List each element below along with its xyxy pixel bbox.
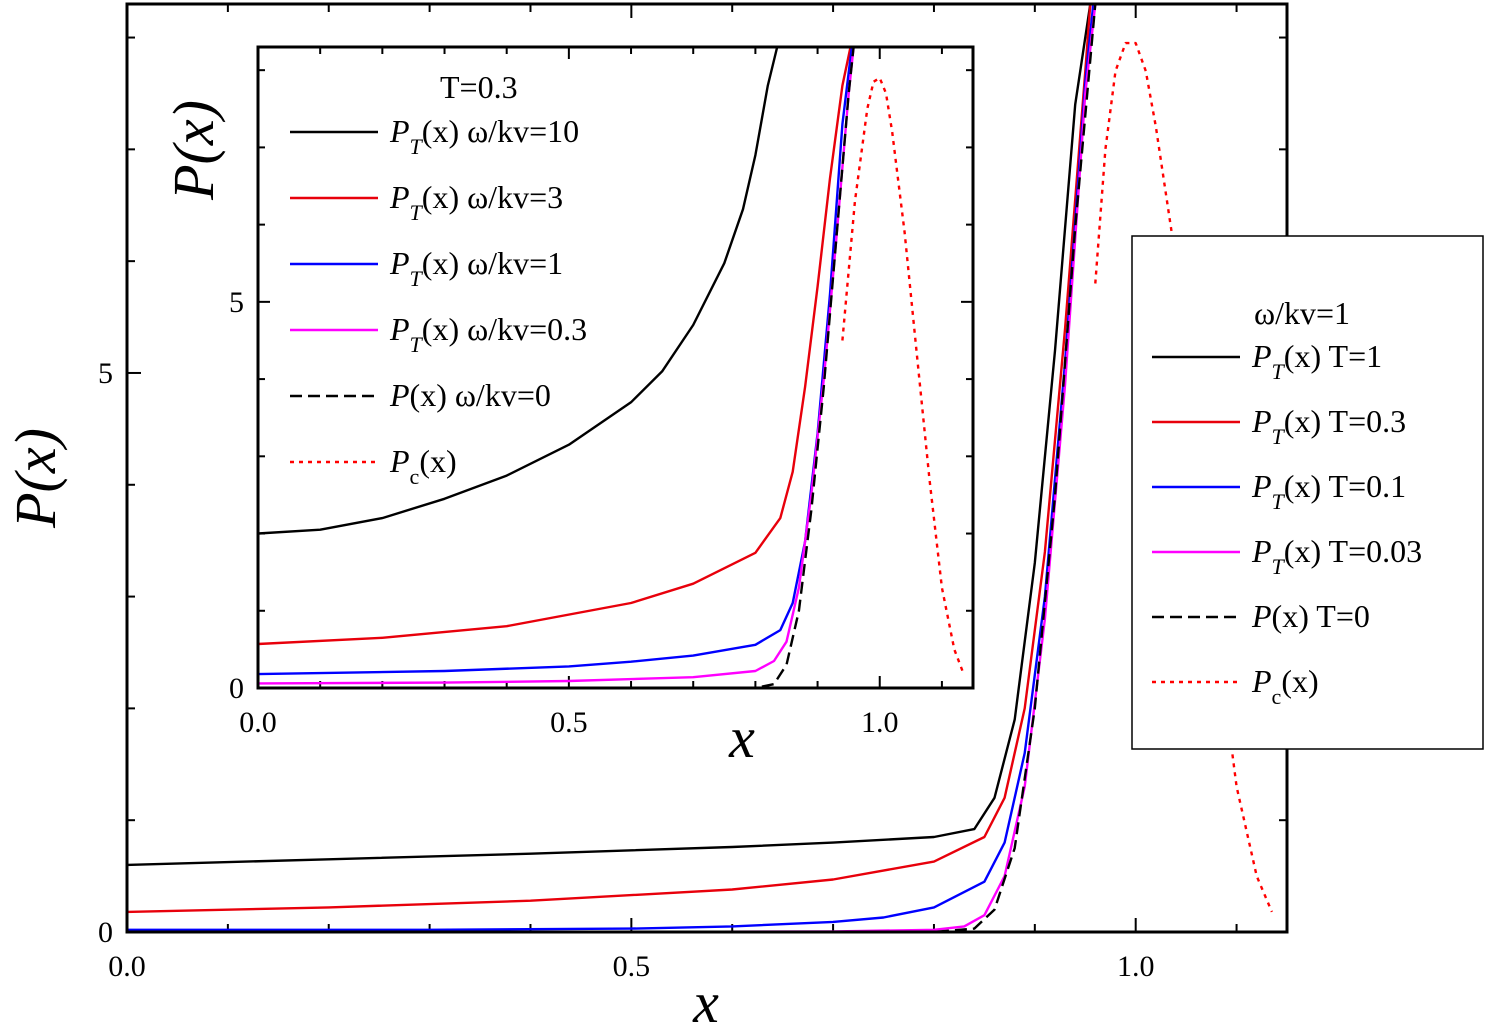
inset-plot-frame — [256, 45, 975, 690]
main-legend-label: Pc(x) — [1251, 663, 1319, 709]
inset-legend-label: PT(x) ω/kv=3 — [389, 179, 563, 225]
inset-series-line — [258, 47, 852, 646]
main-legend-box — [1131, 235, 1484, 750]
inset-legend-label: PT(x) ω/kv=1 — [389, 245, 563, 291]
main-y-axis-title-text: P(x) — [3, 428, 68, 529]
main-y-tick-label: 5 — [98, 357, 113, 390]
inset-y-tick-label: 5 — [229, 286, 244, 319]
main-x-tick-label: 0.0 — [108, 950, 146, 983]
main-panel: 0.0 0.5 1.005 x P(x) ω/kv=1 PT(x) T=1PT(x)… — [3, 2, 1484, 1028]
inset-legend-label: PT(x) ω/kv=10 — [389, 113, 579, 159]
main-series-line — [127, 4, 1092, 914]
inset-x-tick-label: 0.0 — [239, 706, 277, 739]
main-x-axis-title: x — [692, 970, 719, 1028]
main-legend-label: PT(x) T=1 — [1251, 338, 1382, 384]
inset-legend-label: PT(x) ω/kv=0.3 — [389, 311, 587, 357]
main-y-tick-label: 0 — [98, 916, 113, 949]
inset-background — [258, 47, 973, 688]
inset-legend-entries: PT(x) ω/kv=10 PT(x) ω/kv=3 PT(x) ω/kv=1 PT(… — [290, 113, 587, 489]
inset-x-tick-label: 0.5 — [550, 706, 588, 739]
main-legend-entries: PT(x) T=1 PT(x) T=0.3 PT(x) T=0.1 PT(x) T=0… — [1152, 338, 1422, 709]
inset-y-axis-title-text: P(x) — [161, 100, 226, 201]
main-legend-header: ω/kv=1 — [1254, 295, 1350, 331]
inset-y-tick-label: 0 — [229, 672, 244, 705]
main-legend-label: P(x) T=0 — [1251, 598, 1370, 634]
inset-series-line — [258, 47, 779, 535]
inset-panel: 0.0 0.5 1.005 x P(x) T=0.3 PT(x) ω/kv=10PT… — [161, 45, 975, 770]
inset-series-line — [258, 47, 855, 688]
inset-legend-label: Pc(x) — [389, 443, 457, 489]
main-x-tick-label: 1.0 — [1117, 950, 1155, 983]
main-series-line — [127, 4, 1092, 867]
inset-legend-label: P(x) ω/kv=0 — [389, 377, 551, 413]
main-legend-label: PT(x) T=0.3 — [1251, 403, 1406, 449]
main-legend-label: PT(x) T=0.03 — [1251, 533, 1422, 579]
main-y-axis-title: P(x) — [3, 428, 68, 529]
inset-legend-header: T=0.3 — [440, 69, 518, 105]
inset-curves — [258, 47, 965, 688]
inset-tick-labels: 0.0 0.5 1.0 0 5 — [229, 286, 898, 739]
main-legend-label: PT(x) T=0.1 — [1251, 468, 1406, 514]
inset-y-axis-title: P(x) — [161, 100, 226, 201]
main-x-tick-label: 0.5 — [613, 950, 651, 983]
inset-x-tick-label: 1.0 — [861, 706, 899, 739]
inset-x-axis-title: x — [728, 705, 755, 770]
main-tick-labels: 0.0 0.5 1.0 0 5 — [98, 357, 1154, 983]
inset-series-line — [258, 47, 855, 685]
inset-series-line — [258, 47, 853, 676]
